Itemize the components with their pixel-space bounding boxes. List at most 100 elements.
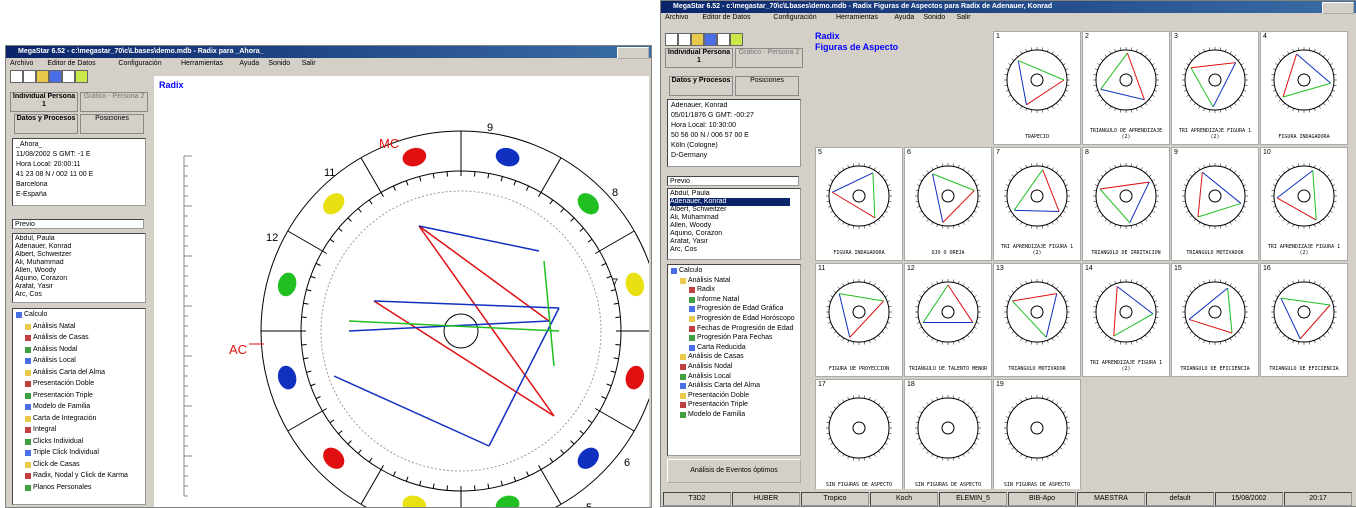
menu-item[interactable]: Editor de Datos [702,13,750,23]
tree-item[interactable]: Análisis Nodal [688,362,732,371]
figure-tick [927,403,929,405]
tree-item[interactable]: Triple Click Individual [33,448,99,457]
person-item[interactable]: Adenauer, Konrad [15,243,135,251]
tree-item[interactable]: Integral [33,425,56,434]
tree-item[interactable]: Análisis Natal [33,322,75,331]
figure-tick [1060,99,1062,101]
dropdown[interactable]: Previo [12,219,144,229]
tree-item[interactable]: Radix, Nodal y Click de Karma [33,471,128,480]
menu-item[interactable]: Archivo [665,13,688,23]
tree-item[interactable]: Carta Reducida [697,343,746,352]
tree-item[interactable]: Progresión de Edad Gráfica [697,304,783,313]
subtab[interactable]: Posiciones [735,76,799,96]
figure-tick [834,331,836,333]
tree-item[interactable]: Presentación Triple [688,400,748,409]
tree-item[interactable]: Progresión de Edad Horóscopo [697,314,795,323]
tab[interactable]: Individual Persona 1 [10,92,78,112]
tree-item[interactable]: Modelo de Familia [33,402,90,411]
person-item[interactable]: Albert, Schweitzer [15,251,135,259]
toolbar-button[interactable] [717,33,730,46]
window-controls[interactable] [1322,2,1354,14]
toolbar-button[interactable] [36,70,49,83]
figure-tick [1323,287,1325,289]
toolbar-button[interactable] [75,70,88,83]
tree-item[interactable]: Presentación Doble [33,379,94,388]
menu-item[interactable]: Ayuda [894,13,914,23]
person-item[interactable]: Aquino, Corazon [15,275,135,283]
window-controls[interactable] [617,47,649,59]
tree-item[interactable]: Click de Casas [33,460,80,469]
tree-item[interactable]: Análisis Local [688,372,731,381]
person-item[interactable]: Arafat, Yasir [15,283,135,291]
tree-item[interactable]: Análisis Carta del Alma [688,381,760,390]
tree-item[interactable]: Informe Natal [697,295,739,304]
person-item[interactable]: Abdul, Paula [670,190,790,198]
person-item[interactable]: Arc, Cos [670,246,790,254]
tree-item[interactable]: Modelo de Familia [688,410,745,419]
person-item[interactable]: Ali, Muhammad [15,259,135,267]
tree-item[interactable]: Presentación Triple [33,391,93,400]
tree-item[interactable]: Carta de Integración [33,414,96,423]
figure-tick [1323,335,1325,337]
toolbar-button[interactable] [23,70,36,83]
subtab[interactable]: Datos y Procesos [14,114,78,134]
figure-tick [1298,280,1299,283]
tree-item[interactable]: Fechas de Progresión de Edad [697,324,794,333]
toolbar-button[interactable] [691,33,704,46]
person-item[interactable]: Arafat, Yasir [670,238,790,246]
toolbar-button[interactable] [62,70,75,83]
person-item[interactable]: Allen, Woody [15,267,135,275]
menu-item[interactable]: Configuración [773,13,816,23]
tree-item[interactable]: Clicks Individual [33,437,83,446]
menu-item[interactable]: Sonido [268,59,290,69]
toolbar-button[interactable] [730,33,743,46]
menu-item[interactable]: Ayuda [239,59,259,69]
degree-tick [595,409,599,412]
subtab[interactable]: Posiciones [80,114,144,134]
tab[interactable]: Gráfico - Persona 2 [80,92,148,112]
figure-aspect [1281,298,1330,305]
figure-tick [1243,90,1246,91]
tab[interactable]: Gráfico - Persona 2 [735,48,803,68]
person-item[interactable]: Ali, Muhammad [670,214,790,222]
menu-item[interactable]: Salir [957,13,971,23]
tree-item[interactable]: Análisis de Casas [688,352,744,361]
person-item[interactable]: Abdul, Paula [15,235,135,243]
person-item[interactable]: Adenauer, Konrad [670,198,790,206]
tree-item[interactable]: Radix [697,285,715,294]
toolbar-button[interactable] [704,33,717,46]
tree-item[interactable]: Análisis Local [33,356,76,365]
person-item[interactable]: Albert, Schweitzer [670,206,790,214]
toolbar-button[interactable] [665,33,678,46]
person-item[interactable]: Arc, Cos [15,291,135,299]
menu-item[interactable]: Archivo [10,59,33,69]
menu-item[interactable]: Sonido [923,13,945,23]
tree-item[interactable]: Análisis de Casas [33,333,89,342]
tree-item[interactable]: Planos Personales [33,483,91,492]
subtab[interactable]: Datos y Procesos [669,76,733,96]
tree-item[interactable]: Calculo [679,266,702,275]
cell-number: 4 [1263,33,1267,40]
menu-item[interactable]: Editor de Datos [47,59,95,69]
toolbar-button[interactable] [678,33,691,46]
person-item[interactable]: Aquino, Corazon [670,230,790,238]
tree-item[interactable]: Calculo [24,310,47,319]
dropdown[interactable]: Previo [667,176,799,186]
figure [1261,158,1347,238]
menu-item[interactable]: Herramientas [181,59,223,69]
menu-item[interactable]: Configuración [118,59,161,69]
tree-item[interactable]: Análisis Natal [688,276,730,285]
tree-item[interactable]: Análisis Nodal [33,345,77,354]
person-item[interactable]: Allen, Woody [670,222,790,230]
figure-tick [1026,397,1027,400]
tree-item[interactable]: Análisis Carta del Alma [33,368,105,377]
toolbar-button[interactable] [49,70,62,83]
analysis-button[interactable]: Análisis de Eventos óptimos [667,459,801,483]
figure-tick [1012,331,1014,333]
tree-item[interactable]: Presentación Doble [688,391,749,400]
tree-item[interactable]: Progresión Para Fechas [697,333,772,342]
menu-item[interactable]: Salir [302,59,316,69]
menu-item[interactable]: Herramientas [836,13,878,23]
toolbar-button[interactable] [10,70,23,83]
tab[interactable]: Individual Persona 1 [665,48,733,68]
